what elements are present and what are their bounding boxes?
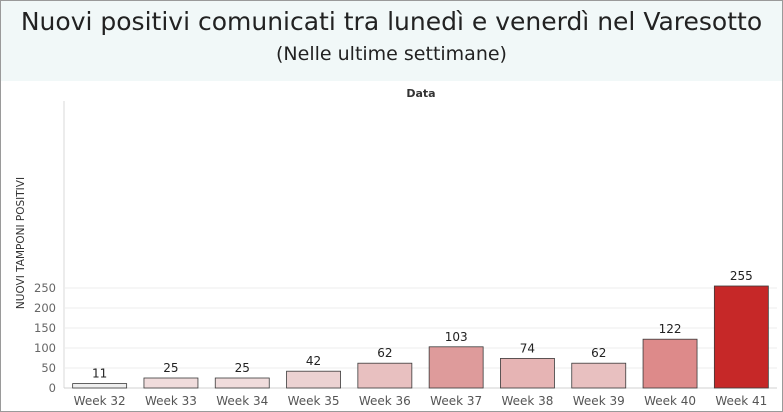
bar-week-37 [428,346,484,389]
x-tick-label: Week 34 [216,394,268,408]
y-tick-label: 0 [49,381,56,395]
bar-value-label: 62 [377,346,392,360]
x-tick-label: Week 41 [715,394,767,408]
bar-week-34 [214,377,270,389]
bar-week-32 [72,383,128,389]
bar-week-40 [642,338,698,389]
y-axis-title: NUOVI TAMPONI POSITIVI [15,177,27,309]
bar-value-label: 103 [445,330,468,344]
bar-value-label: 62 [591,346,606,360]
x-tick-label: Week 40 [644,394,696,408]
y-tick-label: 50 [41,361,56,375]
bar-week-36 [357,362,413,389]
bar-week-38 [500,357,555,389]
y-tick-label: 200 [34,301,56,315]
bar-week-33 [143,377,199,389]
x-tick-label: Week 36 [359,394,411,408]
bar-week-41 [713,285,769,389]
x-tick-label: Week 35 [288,394,340,408]
bar-value-label: 42 [306,354,321,368]
chart-title: Nuovi positivi comunicati tra lunedì e v… [20,7,763,36]
y-tick-label: 100 [34,341,56,355]
x-tick-label: Week 39 [573,394,625,408]
bar-value-label: 11 [92,367,107,381]
x-tick-label: Week 32 [74,394,126,408]
x-axis-ticks: Week 32 Week 33 Week 34 Week 35 Week 36 Week … [74,394,768,408]
x-axis-title: Data [406,87,435,100]
bar-value-label: 25 [235,361,250,375]
chart-header: Nuovi positivi comunicati tra lunedì e v… [1,1,782,81]
bar-chart: Data NUOVI TAMPONI POSITIVI 0 50 100 150 200… [15,87,777,408]
x-tick-label: Week 37 [430,394,482,408]
bar-week-35 [286,370,341,389]
bar-value-label: 74 [520,341,535,355]
bars: 11 25 25 42 62 103 74 62 122 255 [72,269,769,389]
y-tick-label: 250 [34,281,56,295]
bar-value-label: 255 [730,269,753,283]
x-tick-label: Week 33 [145,394,197,408]
bar-value-label: 122 [659,322,682,336]
bar-week-39 [571,362,627,389]
bar-value-label: 25 [163,361,178,375]
y-axis-ticks: 0 50 100 150 200 250 [34,281,56,395]
x-tick-label: Week 38 [501,394,553,408]
chart-subtitle: (Nelle ultime settimane) [276,43,507,65]
y-tick-label: 150 [34,321,56,335]
